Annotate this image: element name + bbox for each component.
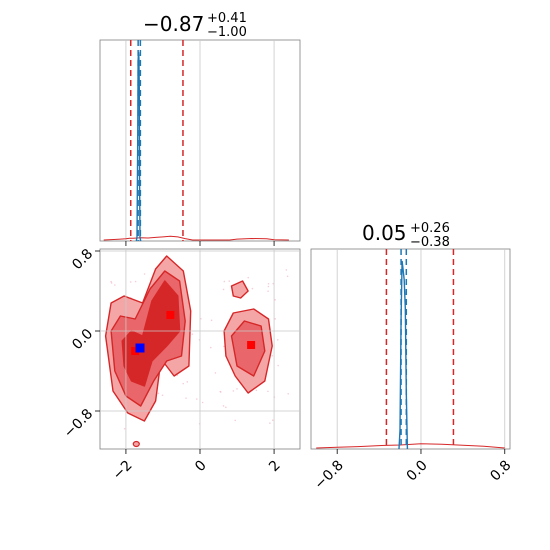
joint-sample-point xyxy=(129,281,132,283)
joint-sample-point xyxy=(236,388,238,390)
joint-x-tick-label-1: 0 xyxy=(192,457,210,475)
joint-sample-point xyxy=(267,390,269,393)
top-red-histogram xyxy=(103,235,289,241)
title-2-minus: −0.38 xyxy=(410,235,450,250)
joint-sample-point xyxy=(276,339,279,341)
joint-sample-point xyxy=(269,422,271,424)
joint-sample-point xyxy=(110,282,113,284)
contour-region-outer-5 xyxy=(230,280,249,299)
right-tick-label-1: 0.0 xyxy=(404,457,431,484)
joint-sample-point xyxy=(209,346,212,349)
joint-sample-point xyxy=(200,317,202,320)
right-tick-label-2: 0.8 xyxy=(487,457,514,484)
joint-sample-point xyxy=(157,392,160,395)
joint-x-tick-label-0: −2 xyxy=(110,457,136,483)
contour-outlier-blob xyxy=(132,440,140,448)
joint-sample-point xyxy=(222,405,225,407)
joint-sample-point xyxy=(223,280,226,283)
joint-sample-point xyxy=(255,389,258,392)
joint-sample-point xyxy=(234,419,237,422)
joint-sample-point xyxy=(134,280,137,283)
joint-sample-point xyxy=(161,394,164,397)
joint-sample-point xyxy=(110,280,112,283)
joint-sample-point xyxy=(214,372,217,374)
title-param-1: −0.87 +0.41 −1.00 xyxy=(143,11,247,40)
joint-sample-point xyxy=(222,288,225,291)
joint-sample-point xyxy=(201,401,204,404)
title-1-plus: +0.41 xyxy=(207,11,247,26)
joint-sample-point xyxy=(272,282,275,285)
joint-sample-point xyxy=(251,287,254,290)
joint-sample-point xyxy=(247,276,250,279)
joint-sample-point xyxy=(186,381,189,383)
joint-sample-point xyxy=(232,390,235,392)
title-param-2: 0.05 +0.26 −0.38 xyxy=(362,221,450,250)
joint-sample-point xyxy=(210,319,213,322)
joint-sample-point xyxy=(287,392,290,395)
right-tick-label-0: −0.8 xyxy=(312,457,347,492)
right-frame xyxy=(310,248,511,450)
joint-sample-point xyxy=(277,364,279,367)
joint-sample-point xyxy=(274,299,276,301)
joint-sample-point xyxy=(191,333,194,335)
joint-sample-point xyxy=(182,382,185,385)
title-2-plus: +0.26 xyxy=(410,221,450,236)
joint-sample-point xyxy=(267,282,270,285)
joint-sample-point xyxy=(114,284,116,286)
joint-sample-point xyxy=(185,397,187,399)
joint-sample-point xyxy=(271,419,274,422)
joint-y-tick-label-2: −0.8 xyxy=(61,406,96,441)
joint-panel: −2 0 2 0.8 0.0 −0.8 xyxy=(61,246,301,483)
joint-sample-point xyxy=(267,290,269,292)
joint-sample-point xyxy=(223,345,225,348)
joint-sample-point xyxy=(285,269,288,271)
red-mode-marker-2 xyxy=(247,341,256,349)
title-1-value: −0.87 xyxy=(143,12,204,36)
red-mode-marker-1 xyxy=(166,311,175,319)
title-2-value: 0.05 xyxy=(362,221,407,245)
joint-y-tick-label-1: 0.0 xyxy=(69,326,96,353)
red-mode-marker-0 xyxy=(131,347,140,355)
blue-point-marker-0 xyxy=(135,343,145,353)
joint-sample-point xyxy=(123,427,126,430)
title-1-minus: −1.00 xyxy=(207,25,247,40)
joint-sample-point xyxy=(143,273,146,275)
joint-sample-point xyxy=(225,406,227,409)
joint-y-tick-label-0: 0.8 xyxy=(69,246,96,273)
joint-sample-point xyxy=(271,354,274,357)
joint-sample-point xyxy=(274,318,277,320)
marginal-panel-param-1 xyxy=(99,39,301,246)
joint-x-tick-label-2: 2 xyxy=(266,457,284,475)
right-red-histogram xyxy=(316,443,505,449)
joint-sample-point xyxy=(267,285,270,288)
joint-sample-point xyxy=(286,275,289,278)
joint-sample-point xyxy=(219,391,222,393)
marginal-panel-param-2: −0.8 0.0 0.8 xyxy=(310,248,515,493)
joint-sample-point xyxy=(228,280,231,282)
joint-sample-point xyxy=(196,398,198,400)
